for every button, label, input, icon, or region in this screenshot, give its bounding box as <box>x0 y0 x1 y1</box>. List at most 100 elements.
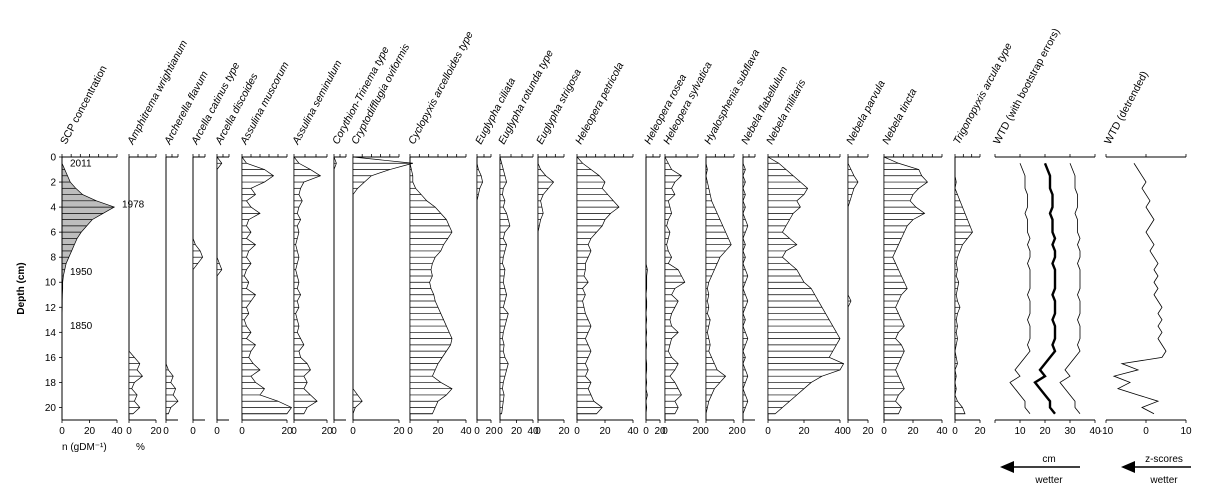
panel-area <box>352 156 413 414</box>
panel-tick-label: 0 <box>497 426 503 437</box>
panel-area <box>241 155 293 415</box>
panel-tick-label: 40 <box>936 426 948 437</box>
panel: 0 20 40 <box>881 154 948 437</box>
y-tick-label: 10 <box>45 278 57 289</box>
panel-tick-label: 0 <box>126 426 132 437</box>
panel-tick-label: 40 <box>627 426 639 437</box>
panel: 0 20 <box>474 154 497 437</box>
panel: 0 20 40 <box>407 154 472 437</box>
panel-tick-label: 20 <box>798 426 810 437</box>
panel: 0 20 <box>952 154 986 437</box>
wtd-direction: wetter <box>1034 475 1063 486</box>
panel-tick-label: 20 <box>862 426 874 437</box>
panel-area <box>883 156 929 415</box>
wtd-upper-line <box>1059 163 1081 414</box>
panel-area <box>537 157 555 414</box>
panel-tick-label: 20 <box>150 426 162 437</box>
panel-tick-label: 0 <box>331 426 337 437</box>
panel-tick-label: 0 <box>662 426 668 437</box>
y-tick-label: 12 <box>45 303 57 314</box>
panel-tick-label: 0 <box>407 426 413 437</box>
panel-tick-label: 20 <box>599 426 611 437</box>
detrended-tick-label: 10 <box>1180 426 1192 437</box>
panel-tick-label: 0 <box>239 426 245 437</box>
wtd-tick-label: 30 <box>1064 426 1076 437</box>
detrended-tick-label: 0 <box>1143 426 1149 437</box>
panel: 0 20 <box>239 154 293 437</box>
wtd-tick-label: 10 <box>1014 426 1026 437</box>
date-label: 1850 <box>70 321 93 332</box>
unit-label-percent: % <box>136 442 145 453</box>
panel-tick-label: 0 <box>214 426 220 437</box>
wtd-unit: cm <box>1042 454 1055 465</box>
detrended-panel: -10 0 10 <box>1099 154 1192 437</box>
panel-tick-label: 20 <box>907 426 919 437</box>
panel-tick-label: 40 <box>111 426 123 437</box>
panel-area <box>705 157 732 414</box>
panel-tick-label: 0 <box>163 426 169 437</box>
panel: 0 20 <box>703 154 740 437</box>
panel-title: SCP concentration <box>58 64 110 147</box>
panel: 0 20 <box>845 154 874 437</box>
date-label: 2011 <box>70 158 92 169</box>
panel-area <box>954 157 973 415</box>
panel-tick-label: 0 <box>350 426 356 437</box>
panel: 0 <box>331 154 347 437</box>
y-tick-label: 8 <box>50 253 56 264</box>
panel-tick-label: 0 <box>535 426 541 437</box>
panel-title: Cyclopyxis arcelloides type <box>406 29 476 146</box>
panel: 0 20 <box>291 154 333 437</box>
panel-tick-label: 0 <box>190 426 196 437</box>
panel-area <box>333 156 337 414</box>
panel-tick-label: 0 <box>703 426 709 437</box>
panel-tick-label: 0 <box>574 426 580 437</box>
panel-area <box>767 156 845 415</box>
panel-tick-label: 20 <box>84 426 96 437</box>
panel-tick-label: 0 <box>59 426 65 437</box>
panel-tick-label: 20 <box>558 426 570 437</box>
y-tick-label: 2 <box>50 178 56 189</box>
y-tick-label: 20 <box>45 403 57 414</box>
panel: 0 20 40 <box>497 154 539 437</box>
y-tick-label: 4 <box>50 203 56 214</box>
panel-area <box>61 157 116 414</box>
panel-tick-label: 0 <box>765 426 771 437</box>
y-tick-label: 0 <box>50 153 56 164</box>
detrended-line <box>1112 163 1167 415</box>
detrended-direction: wetter <box>1149 475 1178 486</box>
panel: 0 20 <box>662 154 704 437</box>
wtd-lower-line <box>1009 163 1031 414</box>
panel-tick-label: 40 <box>834 426 846 437</box>
panel: 0 20 <box>535 154 570 437</box>
panel: 0 20 40 <box>765 154 846 437</box>
panel-area <box>293 155 322 415</box>
panel-tick-label: 20 <box>485 426 497 437</box>
panel-area <box>645 157 648 414</box>
panel-tick-label: 0 <box>643 426 649 437</box>
y-tick-label: 14 <box>45 328 57 339</box>
panel-title: Nebela tincta <box>880 87 919 147</box>
wtd-mean-line <box>1033 162 1057 415</box>
wtd-panel: 10 20 30 40 <box>994 154 1101 437</box>
panel-area <box>847 157 859 414</box>
panel-tick-label: 20 <box>281 426 293 437</box>
panel: 0 <box>190 154 206 437</box>
detrended-tick-label: -10 <box>1099 426 1114 437</box>
panel: 0 <box>214 154 230 437</box>
panel-title: Nebela parvula <box>844 78 888 146</box>
panel: 0 20 <box>643 154 666 437</box>
y-tick-label: 18 <box>45 378 57 389</box>
panel-tick-label: 20 <box>432 426 444 437</box>
panel: 0 20 <box>350 154 413 437</box>
panel: 0 <box>740 154 756 437</box>
panel-tick-label: 0 <box>474 426 480 437</box>
wtd-arrow-head <box>1000 461 1014 473</box>
panel: 0 20 40 <box>574 154 639 437</box>
panel: 0 <box>163 154 179 437</box>
detrended-arrow-head <box>1121 461 1135 473</box>
wtd-tick-label: 40 <box>1089 426 1101 437</box>
panel-area <box>192 157 203 414</box>
panel-area <box>664 156 686 415</box>
